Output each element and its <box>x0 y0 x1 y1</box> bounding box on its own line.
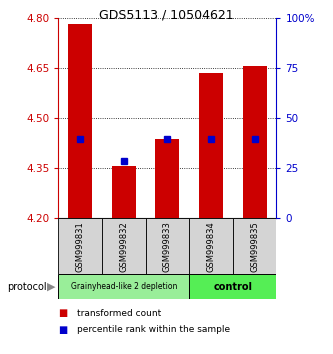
Text: ▶: ▶ <box>47 282 56 292</box>
Bar <box>199 73 223 218</box>
Bar <box>112 166 136 218</box>
Text: GSM999831: GSM999831 <box>76 221 85 272</box>
Text: percentile rank within the sample: percentile rank within the sample <box>77 325 230 335</box>
Bar <box>58 274 189 299</box>
Bar <box>189 218 233 274</box>
Bar <box>242 66 267 218</box>
Text: GSM999833: GSM999833 <box>163 221 172 272</box>
Bar <box>68 24 92 218</box>
Text: control: control <box>213 282 252 292</box>
Text: ■: ■ <box>58 325 68 335</box>
Bar <box>233 218 276 274</box>
Text: GSM999835: GSM999835 <box>250 221 259 272</box>
Bar <box>155 139 179 218</box>
Text: transformed count: transformed count <box>77 309 161 318</box>
Text: Grainyhead-like 2 depletion: Grainyhead-like 2 depletion <box>71 282 177 291</box>
Bar <box>58 218 102 274</box>
Bar <box>102 218 146 274</box>
Text: GDS5113 / 10504621: GDS5113 / 10504621 <box>99 9 234 22</box>
Text: protocol: protocol <box>7 282 46 292</box>
Bar <box>189 274 276 299</box>
Bar <box>146 218 189 274</box>
Text: ■: ■ <box>58 308 68 318</box>
Text: GSM999834: GSM999834 <box>206 221 215 272</box>
Text: GSM999832: GSM999832 <box>119 221 128 272</box>
